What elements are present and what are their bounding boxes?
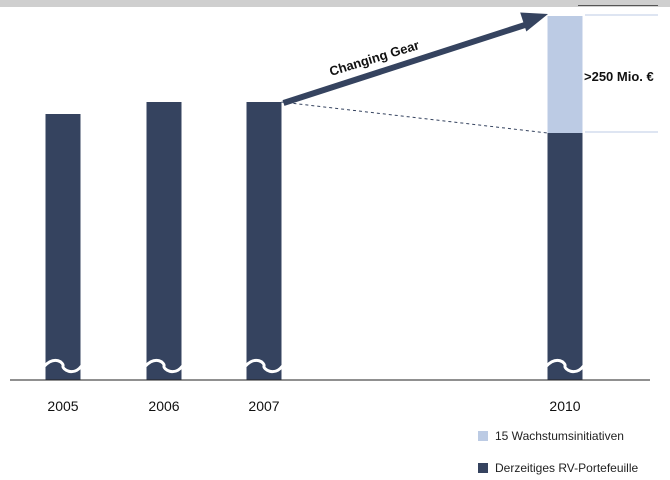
bar-2006-portfolio xyxy=(146,102,182,380)
bracket-annotation: >250 Mio. € xyxy=(584,14,658,133)
bar-2010-portfolio xyxy=(547,133,583,380)
x-tick-label-2007: 2007 xyxy=(248,398,279,414)
axis-break-2007 xyxy=(244,358,284,374)
x-tick-label-2010: 2010 xyxy=(549,398,580,414)
labels-layer: 2005 2006 2007 2010 xyxy=(47,398,580,414)
legend-swatch-growth xyxy=(478,431,488,441)
growth-arrow-head xyxy=(520,12,548,32)
legend-label-growth: 15 Wachstumsinitiativen xyxy=(495,429,624,443)
top-strip-rule xyxy=(578,5,658,6)
legend-label-portfolio: Derzeitiges RV-Portefeuille xyxy=(495,461,639,475)
bar-2005-portfolio xyxy=(45,114,81,380)
legend-item-portfolio: Derzeitiges RV-Portefeuille xyxy=(478,460,668,476)
x-tick-label-2006: 2006 xyxy=(148,398,179,414)
projection-dashed-line xyxy=(281,101,548,134)
legend-item-growth: 15 Wachstumsinitiativen xyxy=(478,428,668,444)
growth-arrow-shaft xyxy=(282,21,529,106)
overlay-layer xyxy=(43,12,585,374)
bar-2010-growth xyxy=(547,16,583,133)
axis-break-2005 xyxy=(43,358,83,374)
x-tick-label-2005: 2005 xyxy=(47,398,78,414)
axis-break-2010 xyxy=(545,358,585,374)
bar-2007-portfolio xyxy=(246,102,282,380)
top-strip xyxy=(0,0,670,7)
bars-layer xyxy=(45,16,583,380)
axis-break-2006 xyxy=(144,358,184,374)
bracket-label: >250 Mio. € xyxy=(584,69,654,84)
legend-swatch-portfolio xyxy=(478,463,488,473)
